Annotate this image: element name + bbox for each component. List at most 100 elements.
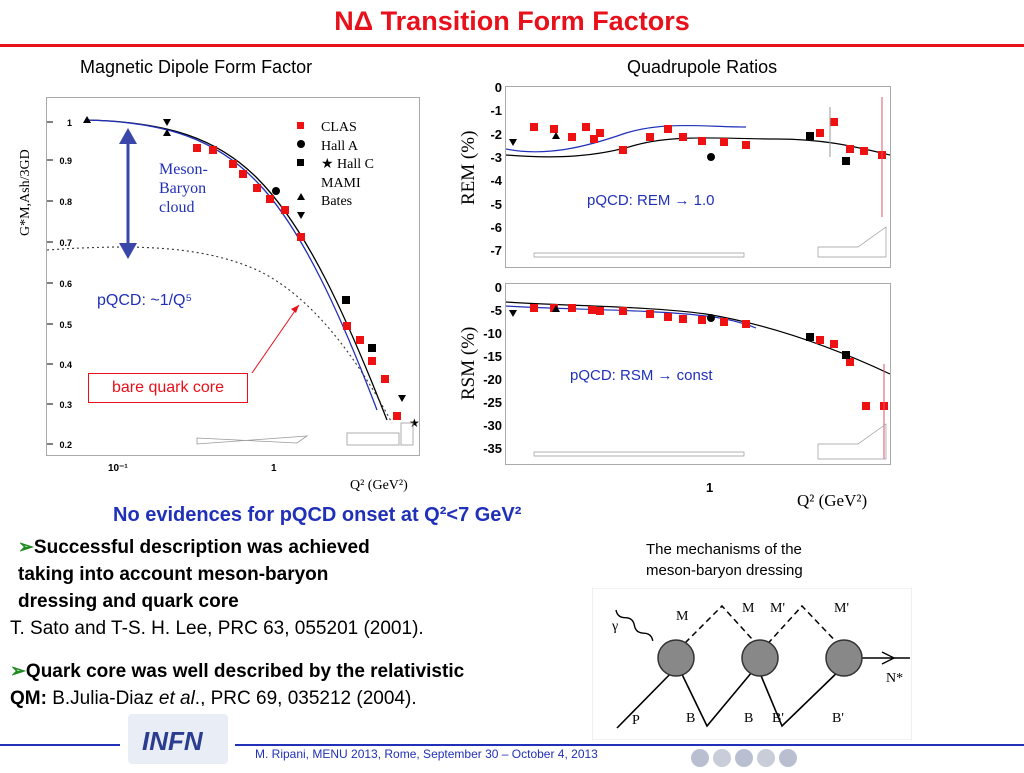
bullet2-prefix: QM: xyxy=(10,688,53,709)
diagram-label: B xyxy=(744,711,753,726)
meson-baryon-dressing-diagram: γ M M M' M' N* P B B B' B' xyxy=(591,587,913,741)
rsm-plot-canvas xyxy=(505,301,891,460)
clas-data-point xyxy=(193,144,201,152)
logo-text: INFN xyxy=(142,726,204,756)
rem-hall-c-point xyxy=(842,157,850,165)
clas-data-point xyxy=(393,412,401,420)
rsm-y-tick-label: -25 xyxy=(483,395,502,410)
hall-c-star: ★ xyxy=(409,416,419,430)
rsm-x-axis-label: Q² (GeV²) xyxy=(797,491,868,510)
mami-data-point xyxy=(163,129,171,136)
rem-y-tick-label: -7 xyxy=(490,243,502,259)
rsm-y-axis-label: RSM (%) xyxy=(458,326,479,400)
rsm-data-point xyxy=(679,315,687,323)
rsm-y-tick-label: -5 xyxy=(490,303,502,318)
rsm-data-point xyxy=(588,306,596,314)
diagram-label: P xyxy=(632,713,640,728)
footer-logo-icon-4 xyxy=(757,749,775,767)
clas-data-point xyxy=(381,375,389,383)
hall-a-data-point xyxy=(272,187,280,195)
rem-data-point xyxy=(720,138,728,146)
right-chart-heading: Quadrupole Ratios xyxy=(627,57,778,77)
rem-plot-canvas xyxy=(505,97,891,258)
rsm-pqcd-label: pQCD: RSM → const xyxy=(570,367,713,384)
footer-text: M. Ripani, MENU 2013, Rome, September 30… xyxy=(255,747,598,761)
rem-hall-a-point xyxy=(707,153,715,161)
footer-logo-icon-1 xyxy=(691,749,709,767)
slide-title: NΔ Transition Form Factors xyxy=(334,6,690,36)
core-pointer-head xyxy=(291,305,299,313)
rsm-hall-c-point xyxy=(806,333,814,341)
rem-systematic-band xyxy=(533,252,745,258)
bare-core-curve xyxy=(46,246,393,424)
rsm-data-point xyxy=(720,318,728,326)
title-underline xyxy=(0,44,1024,47)
diagram-label: B' xyxy=(832,711,844,726)
clas-data-point xyxy=(281,206,289,214)
rem-y-tick-label: -5 xyxy=(490,196,502,212)
rem-data-point xyxy=(679,133,687,141)
rsm-systematic-band xyxy=(533,451,745,457)
footer-logo-circles xyxy=(691,749,797,767)
model-curve-blue xyxy=(86,119,378,411)
rem-hall-c-point xyxy=(806,132,814,140)
clas-data-point xyxy=(356,336,364,344)
cloud-arrow-head-down xyxy=(119,243,137,259)
cloud-label-line-2: Baryon xyxy=(159,180,207,197)
rem-y-tick-label: 0 xyxy=(494,80,502,95)
pqcd-q5-label: pQCD: ~1/Q⁵ xyxy=(97,292,193,309)
rsm-bates-point xyxy=(509,310,517,317)
bullet2-rest: ., PRC 69, 035212 (2004). xyxy=(194,688,417,709)
rem-y-axis-label: REM (%) xyxy=(458,130,479,205)
rem-model-black xyxy=(505,137,891,158)
diagram-label: B' xyxy=(772,711,784,726)
rem-y-tick-label: -1 xyxy=(490,103,502,119)
rem-bates-point xyxy=(509,139,517,146)
cloud-label-line-1: Meson- xyxy=(159,161,208,178)
rem-data-point xyxy=(590,135,598,143)
core-pointer-line xyxy=(251,304,300,374)
rsm-data-point xyxy=(646,310,654,318)
diagram-label: N* xyxy=(886,671,903,686)
rem-y-tick-label: -4 xyxy=(490,173,502,189)
bullet-arrow-icon: ➢ xyxy=(18,537,34,558)
clas-data-point xyxy=(229,160,237,168)
vertex-blob xyxy=(825,639,863,677)
rsm-data-point xyxy=(816,336,824,344)
bullet-arrow-icon-2: ➢ xyxy=(10,661,26,682)
diagram-label: B xyxy=(686,711,695,726)
left-y-tick-label: 0.5 xyxy=(59,320,72,330)
bullet1-line-3: dressing and quark core xyxy=(18,591,239,612)
footer-logos xyxy=(690,748,820,773)
hall-c-data-point xyxy=(368,344,376,352)
left-x-axis-label: Q² (GeV²) xyxy=(350,478,408,493)
diagram-caption-line-1: The mechanisms of the xyxy=(646,541,802,558)
left-y-tick-label: 0.9 xyxy=(59,156,72,166)
vertex-blob xyxy=(741,639,779,677)
reference-sato-lee: T. Sato and T-S. H. Lee, PRC 63, 055201 … xyxy=(10,618,424,639)
bullet2-authors: B.Julia-Diaz xyxy=(52,688,159,709)
rsm-data-point xyxy=(664,313,672,321)
clas-data-point xyxy=(343,322,351,330)
left-plot-legend: CLAS Hall A ★ Hall C MAMI Bates xyxy=(321,119,374,212)
legend-hall-c: ★ Hall C xyxy=(321,157,374,172)
rem-data-point xyxy=(530,123,538,131)
rem-data-point xyxy=(816,129,824,137)
logo-background xyxy=(128,714,228,764)
left-y-tick-label: 0.7 xyxy=(59,238,72,248)
bates-data-point xyxy=(163,119,171,126)
clas-data-point xyxy=(297,233,305,241)
footer-logo-icon-2 xyxy=(713,749,731,767)
mami-data-point xyxy=(83,116,91,123)
diagram-label: M' xyxy=(834,601,849,616)
bullet1-line-2: taking into account meson-baryon xyxy=(18,564,329,585)
legend-marker-clas xyxy=(297,122,304,129)
bullet-quark-core: ➢Quark core was well described by the re… xyxy=(10,658,464,712)
diagram-label: M xyxy=(742,601,755,616)
rem-data-point xyxy=(619,146,627,154)
rsm-y-tick-label: 0 xyxy=(494,280,502,295)
rem-data-point xyxy=(550,125,558,133)
rem-y-tick-label: -2 xyxy=(490,126,502,142)
diagram-label: γ xyxy=(611,619,618,634)
clas-data-point xyxy=(209,146,217,154)
